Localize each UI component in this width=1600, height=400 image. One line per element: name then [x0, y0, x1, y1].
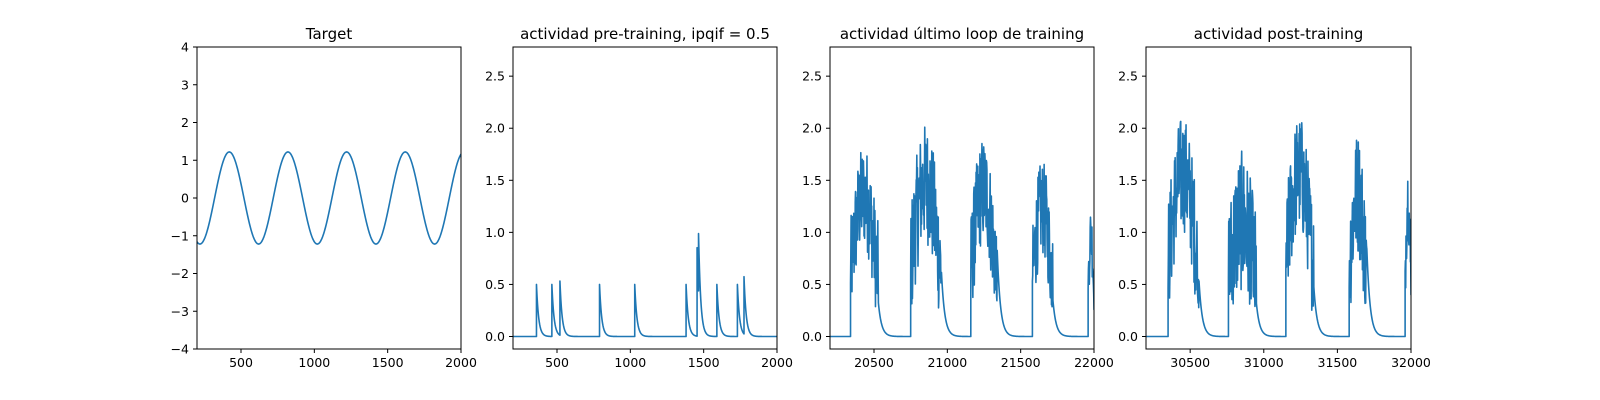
subplot-title: Target: [305, 25, 353, 43]
x-tick-label: 1500: [688, 355, 720, 370]
x-tick-label: 1000: [614, 355, 646, 370]
y-tick-label: 2.0: [802, 121, 822, 136]
y-tick-label: 0.5: [485, 277, 505, 292]
x-tick-label: 2000: [761, 355, 793, 370]
y-tick-label: 2: [181, 115, 189, 130]
y-tick-label: −1: [171, 228, 189, 243]
y-tick-label: 1.5: [1118, 173, 1138, 188]
y-tick-label: 1.0: [1118, 225, 1138, 240]
y-tick-label: 2.5: [485, 69, 505, 84]
y-tick-label: 1: [181, 153, 189, 168]
x-tick-label: 21000: [927, 355, 967, 370]
x-tick-label: 500: [545, 355, 569, 370]
subplot-4: actividad post-training 30500 31000 31500 32…: [1118, 25, 1431, 370]
y-tick-label: 1.0: [802, 225, 822, 240]
x-tick-label: 1500: [372, 355, 404, 370]
y-tick-label: 1.5: [802, 173, 822, 188]
series-line: [830, 126, 1094, 338]
y-tick-label: −4: [171, 342, 189, 357]
y-tick-label: −3: [171, 304, 189, 319]
plot-frame: [512, 46, 778, 350]
x-tick-label: 22000: [1074, 355, 1114, 370]
plot-frame: [829, 46, 1095, 350]
y-tick-label: 4: [181, 40, 189, 55]
y-tick-label: 0.5: [802, 277, 822, 292]
y-tick-label: 2.0: [1118, 121, 1138, 136]
y-tick-label: 3: [181, 77, 189, 92]
plot-frame: [1145, 46, 1412, 350]
x-tick-label: 20500: [854, 355, 894, 370]
y-tick-label: 0.5: [1118, 277, 1138, 292]
x-tick-label: 30500: [1170, 355, 1210, 370]
x-tick-label: 500: [229, 355, 253, 370]
subplot-3: actividad último loop de training 20500 21…: [802, 25, 1114, 370]
subplot-title: actividad último loop de training: [840, 25, 1084, 43]
series-line: [1146, 120, 1411, 338]
y-tick-label: 0.0: [485, 329, 505, 344]
x-tick-label: 1000: [298, 355, 330, 370]
y-tick-label: 2.0: [485, 121, 505, 136]
x-tick-label: 31000: [1244, 355, 1284, 370]
subplot-2: actividad pre-training, ipqif = 0.5 500 10…: [485, 25, 793, 370]
series-line: [197, 151, 461, 245]
y-tick-label: 1.0: [485, 225, 505, 240]
y-tick-label: 1.5: [485, 173, 505, 188]
y-tick-label: 0.0: [1118, 329, 1138, 344]
series-line: [513, 232, 777, 338]
y-tick-label: 0: [181, 191, 189, 206]
x-tick-label: 2000: [445, 355, 477, 370]
y-tick-label: 0.0: [802, 329, 822, 344]
x-tick-label: 32000: [1391, 355, 1431, 370]
x-tick-label: 31500: [1318, 355, 1358, 370]
y-tick-label: −2: [171, 266, 189, 281]
subplot-title: actividad pre-training, ipqif = 0.5: [520, 25, 770, 43]
subplot-1: Target 500 1000 1500 2000 −4 −3 −2 −1 0 1 2 3 4: [171, 25, 477, 370]
y-tick-label: 2.5: [802, 69, 822, 84]
subplot-title: actividad post-training: [1194, 25, 1363, 43]
y-tick-label: 2.5: [1118, 69, 1138, 84]
plot-frame: [196, 46, 462, 350]
x-tick-label: 21500: [1001, 355, 1041, 370]
